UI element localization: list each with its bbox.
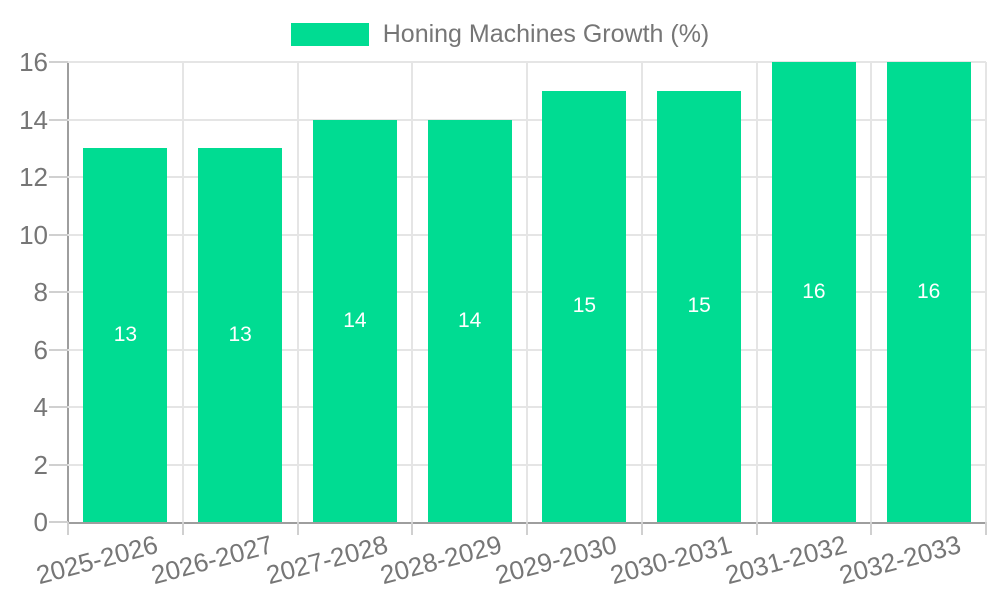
x-tick-mark (296, 522, 299, 535)
bar-value-label: 16 (916, 280, 941, 303)
v-gridline (526, 62, 528, 522)
bar-value-label: 14 (343, 308, 367, 332)
bar-value-label: 13 (113, 323, 138, 347)
bar: 16 (886, 62, 971, 522)
y-tick-label: 8 (33, 277, 48, 307)
x-tick-label: 2030-2031 (606, 529, 735, 591)
bar-value-label: 14 (457, 308, 482, 332)
x-tick-mark (640, 522, 643, 535)
y-tick-mark (49, 291, 68, 293)
legend-swatch (290, 23, 369, 46)
y-tick-mark (49, 463, 68, 466)
x-tick-mark (67, 522, 69, 535)
plot-area: 0 2 4 6 8 10 12 14 16 13 2025-2026 13 2026-2027 14 202… (19, 48, 987, 590)
y-tick-label: 10 (19, 219, 48, 250)
y-tick-mark (49, 406, 68, 408)
x-tick-label: 2032-2033 (836, 529, 965, 591)
bar: 14 (427, 119, 512, 522)
y-tick-label: 4 (33, 392, 48, 422)
x-tick-label: 2025-2026 (33, 529, 161, 591)
legend: Honing Machines Growth (%) (0, 20, 1000, 49)
v-gridline (411, 62, 414, 522)
x-tick-label: 2027-2028 (262, 529, 391, 591)
y-tick-label: 12 (19, 162, 48, 192)
v-gridline (181, 62, 184, 522)
bar: 15 (657, 90, 742, 522)
x-tick-label: 2026-2027 (147, 529, 276, 591)
y-tick-mark (49, 233, 68, 236)
bar-value-label: 15 (687, 294, 711, 318)
bar: 15 (542, 90, 627, 522)
y-tick-label: 6 (33, 334, 48, 365)
x-tick-label: 2028-2029 (377, 529, 506, 591)
x-tick-mark (755, 522, 758, 535)
y-tick-mark (49, 61, 68, 63)
y-axis-line (67, 62, 69, 535)
legend-label: Honing Machines Growth (%) (382, 20, 710, 48)
y-tick-mark (49, 176, 68, 178)
x-tick-mark (985, 522, 987, 535)
y-tick-mark (49, 521, 68, 523)
x-tick-mark (181, 522, 184, 535)
bar: 13 (83, 148, 168, 522)
x-tick-label: 2031-2032 (721, 529, 850, 591)
y-tick-label: 16 (19, 47, 48, 77)
bar: 16 (771, 62, 856, 522)
bar-value-label: 15 (572, 294, 597, 318)
x-tick-mark (411, 522, 414, 535)
y-tick-mark (49, 348, 68, 351)
v-gridline (870, 62, 873, 522)
bar: 13 (198, 148, 283, 522)
y-tick-mark (49, 118, 68, 121)
bar-value-label: 13 (228, 323, 252, 347)
y-tick-label: 14 (19, 104, 48, 135)
bar-value-label: 16 (802, 280, 826, 303)
v-gridline (755, 62, 758, 522)
bar: 14 (312, 119, 397, 522)
v-gridline (296, 62, 299, 522)
y-tick-label: 2 (33, 449, 48, 480)
x-tick-mark (870, 522, 873, 535)
x-tick-mark (526, 522, 528, 535)
v-gridline (640, 62, 643, 522)
v-gridline (985, 62, 987, 522)
y-tick-label: 0 (33, 507, 48, 537)
x-tick-label: 2029-2030 (492, 529, 620, 591)
